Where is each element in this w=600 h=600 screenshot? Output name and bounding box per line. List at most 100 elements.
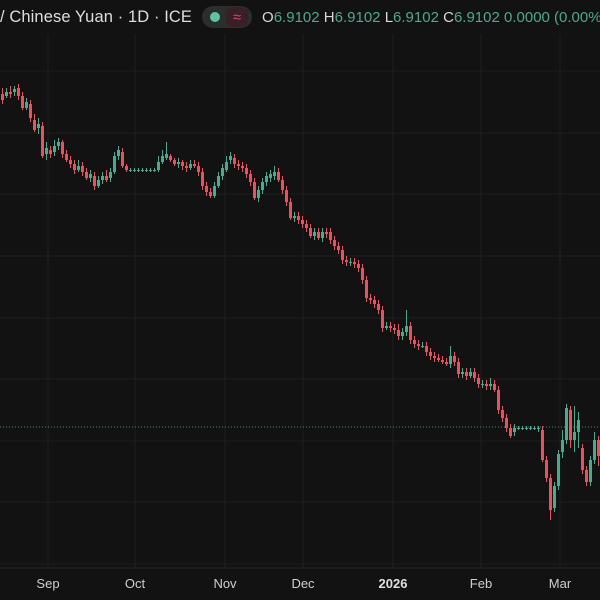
candle[interactable] (481, 380, 484, 388)
candle[interactable] (289, 198, 292, 220)
candle[interactable] (193, 160, 196, 168)
candle[interactable] (593, 432, 596, 464)
candle[interactable] (45, 142, 48, 160)
candle[interactable] (345, 256, 348, 266)
candle[interactable] (373, 296, 376, 308)
candle[interactable] (9, 86, 12, 98)
candle[interactable] (445, 358, 448, 366)
candle[interactable] (321, 228, 324, 242)
candle[interactable] (13, 86, 16, 96)
candle[interactable] (377, 300, 380, 314)
candle[interactable] (381, 306, 384, 332)
candle[interactable] (157, 156, 160, 172)
candle[interactable] (273, 166, 276, 180)
candle[interactable] (405, 310, 408, 336)
candle[interactable] (257, 186, 260, 202)
candle[interactable] (85, 168, 88, 180)
candle[interactable] (473, 368, 476, 382)
candle[interactable] (569, 406, 572, 448)
candle[interactable] (213, 182, 216, 198)
candle[interactable] (341, 246, 344, 264)
candle[interactable] (461, 368, 464, 378)
candle[interactable] (61, 140, 64, 158)
candle[interactable] (253, 178, 256, 200)
candle[interactable] (585, 466, 588, 486)
candle[interactable] (25, 98, 28, 110)
candle[interactable] (249, 170, 252, 186)
candle[interactable] (189, 160, 192, 170)
candle[interactable] (105, 170, 108, 182)
candle[interactable] (565, 404, 568, 444)
candle[interactable] (501, 406, 504, 422)
candle[interactable] (385, 322, 388, 330)
candle[interactable] (17, 84, 20, 100)
candle[interactable] (465, 368, 468, 380)
candle[interactable] (101, 172, 104, 184)
candle[interactable] (81, 162, 84, 176)
candle[interactable] (557, 450, 560, 490)
candle[interactable] (333, 236, 336, 250)
candle[interactable] (545, 456, 548, 482)
candle[interactable] (517, 426, 520, 430)
candle[interactable] (149, 168, 152, 172)
candle[interactable] (117, 146, 120, 160)
candle[interactable] (561, 430, 564, 458)
candle[interactable] (433, 352, 436, 362)
candle[interactable] (29, 100, 32, 122)
candle[interactable] (93, 172, 96, 190)
candle[interactable] (305, 220, 308, 232)
candle[interactable] (581, 444, 584, 474)
candle[interactable] (401, 328, 404, 340)
candle[interactable] (21, 92, 24, 110)
candle[interactable] (5, 88, 8, 98)
candle[interactable] (265, 172, 268, 186)
candle[interactable] (417, 340, 420, 350)
candle[interactable] (53, 140, 56, 156)
candle[interactable] (533, 426, 536, 430)
candle[interactable] (369, 294, 372, 304)
candle[interactable] (497, 386, 500, 414)
status-pill[interactable]: ≈ (202, 6, 253, 28)
candle[interactable] (241, 162, 244, 172)
candle[interactable] (393, 324, 396, 334)
candle[interactable] (281, 176, 284, 194)
candle[interactable] (389, 322, 392, 332)
candle[interactable] (429, 348, 432, 360)
candle[interactable] (153, 168, 156, 172)
candle[interactable] (141, 168, 144, 172)
candle[interactable] (221, 164, 224, 180)
candle[interactable] (469, 368, 472, 378)
candle[interactable] (173, 158, 176, 166)
candle[interactable] (449, 346, 452, 368)
candle[interactable] (421, 342, 424, 348)
candle[interactable] (77, 160, 80, 172)
time-axis[interactable]: Sep Oct Nov Dec 2026 Feb Mar (0, 568, 600, 600)
candle[interactable] (325, 228, 328, 238)
candle[interactable] (361, 264, 364, 284)
candle[interactable] (293, 212, 296, 222)
candle[interactable] (301, 216, 304, 228)
candle[interactable] (477, 374, 480, 388)
candle[interactable] (49, 146, 52, 158)
candle[interactable] (413, 336, 416, 348)
candle[interactable] (245, 164, 248, 178)
candle[interactable] (525, 426, 528, 430)
candle[interactable] (217, 172, 220, 188)
candle[interactable] (89, 170, 92, 182)
candle[interactable] (409, 322, 412, 344)
candle[interactable] (225, 156, 228, 172)
candle[interactable] (41, 122, 44, 158)
candle[interactable] (33, 114, 36, 132)
candle[interactable] (133, 168, 136, 172)
candle[interactable] (65, 150, 68, 162)
candle[interactable] (529, 426, 532, 430)
candle[interactable] (553, 482, 556, 512)
candle[interactable] (337, 242, 340, 254)
candle[interactable] (397, 324, 400, 340)
candle[interactable] (541, 426, 544, 462)
candle[interactable] (201, 168, 204, 190)
candle[interactable] (261, 178, 264, 194)
candle[interactable] (125, 164, 128, 172)
candle[interactable] (197, 162, 200, 176)
